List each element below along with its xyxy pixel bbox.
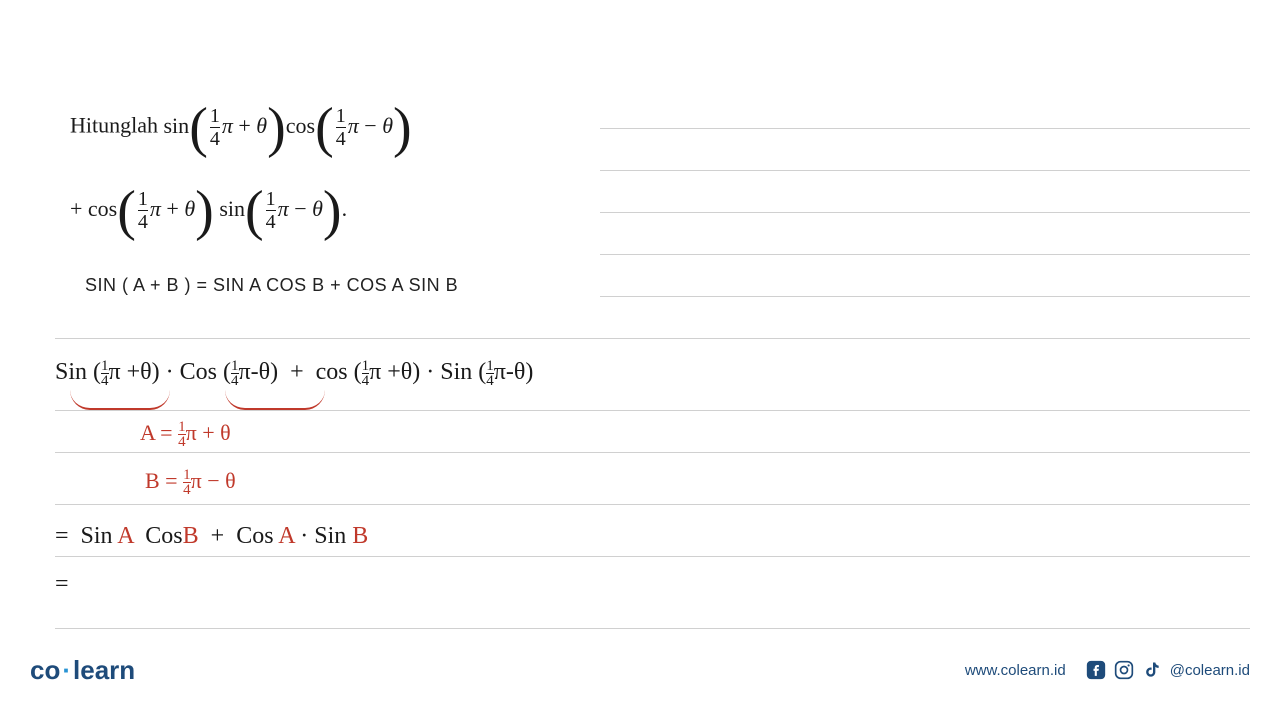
- footer: co·learn www.colearn.id @colearn.id: [0, 650, 1280, 690]
- rule-line: [600, 254, 1250, 255]
- identity-formula: SIN ( A + B ) = SIN A COS B + COS A SIN …: [85, 275, 458, 296]
- problem-math-1: sin(14π + θ)cos(14π − θ): [164, 113, 412, 138]
- page: Hitunglah sin(14π + θ)cos(14π − θ) + cos…: [0, 0, 1280, 720]
- logo-dot: ·: [62, 655, 71, 685]
- rule-line: [600, 212, 1250, 213]
- logo-part-1: co: [30, 655, 60, 685]
- substitution-a: A = 14π + θ: [140, 420, 231, 450]
- rule-line: [600, 170, 1250, 171]
- handwritten-trailing: =: [55, 570, 69, 599]
- rule-line: [600, 296, 1250, 297]
- social-handle: @colearn.id: [1170, 662, 1250, 679]
- underline-curve-b: [225, 390, 325, 410]
- rule-line: [55, 338, 1250, 339]
- underline-curve-a: [70, 390, 170, 410]
- handwritten-result: = Sin A CosB + Cos A · Sin B: [55, 522, 368, 551]
- brand-logo: co·learn: [30, 655, 135, 686]
- handwritten-expression: Sin (14π +θ) · Cos (14π-θ) + cos (14π +θ…: [55, 358, 533, 388]
- social-icons: @colearn.id: [1086, 660, 1250, 680]
- rule-line: [600, 128, 1250, 129]
- tiktok-icon: [1142, 660, 1162, 680]
- problem-line-1: Hitunglah sin(14π + θ)cos(14π − θ): [70, 105, 412, 150]
- facebook-icon: [1086, 660, 1106, 680]
- footer-right: www.colearn.id @colearn.id: [965, 660, 1250, 680]
- substitution-b: B = 14π − θ: [145, 468, 236, 498]
- problem-math-2: + cos(14π + θ) sin(14π − θ).: [70, 196, 347, 221]
- problem-prefix: Hitunglah: [70, 113, 164, 138]
- instagram-icon: [1114, 660, 1134, 680]
- rule-line: [55, 504, 1250, 505]
- rule-line: [55, 452, 1250, 453]
- footer-url: www.colearn.id: [965, 662, 1066, 679]
- logo-part-2: learn: [73, 655, 135, 685]
- rule-line: [55, 628, 1250, 629]
- rule-line: [55, 556, 1250, 557]
- rule-line: [55, 410, 1250, 411]
- problem-line-2: + cos(14π + θ) sin(14π − θ).: [70, 188, 347, 233]
